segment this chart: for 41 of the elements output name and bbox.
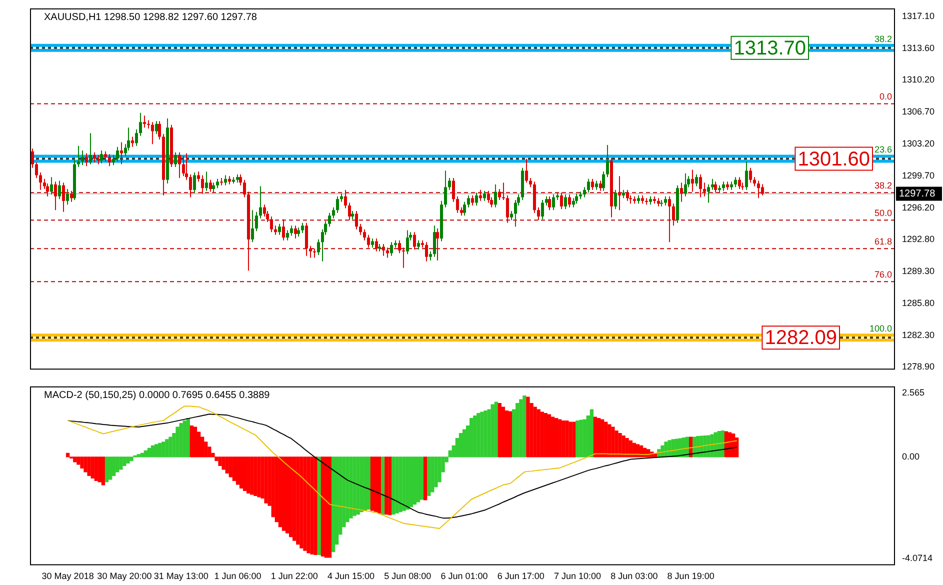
x-tick-label: 8 Jun 19:00 [667, 571, 714, 582]
ref-line-label: 1297.78 [899, 188, 936, 200]
annotation: 50.0 [874, 208, 892, 218]
x-tick-label: 7 Jun 10:00 [554, 571, 602, 582]
y-tick-label: 1289.30 [902, 266, 935, 276]
y-tick-label: 1299.70 [902, 170, 935, 181]
y-tick-label: 1313.60 [902, 43, 935, 54]
annotation: 61.8 [874, 236, 892, 247]
x-tick-label: 4 Jun 15:00 [327, 571, 375, 582]
y-tick-label: 1317.10 [902, 11, 935, 22]
y-tick-label: 1282.30 [902, 330, 935, 340]
x-tick-label: 31 May 13:00 [154, 571, 208, 582]
annotation: 1313.70 [734, 37, 806, 60]
annotation: 1282.09 [764, 327, 837, 350]
x-tick-label: 5 Jun 08:00 [384, 571, 432, 582]
annotation: 1301.60 [798, 148, 870, 170]
x-tick-label: 1 Jun 06:00 [214, 571, 262, 582]
y-tick-label: 1292.80 [902, 234, 935, 244]
chart-title: MACD-2 (50,150,25) 0.0000 0.7695 0.6455 0.3889 [44, 390, 270, 402]
y-tick-label: 1285.80 [902, 298, 935, 308]
y-tick-label: -4.0714 [902, 552, 933, 563]
annotation: 23.6 [874, 144, 892, 155]
annotation: 38.2 [874, 180, 892, 191]
x-tick-label: 30 May 2018 [42, 571, 94, 582]
x-tick-label: 1 Jun 22:00 [270, 571, 318, 582]
y-tick-label: 1306.70 [902, 106, 935, 116]
annotation: 0.0 [879, 92, 892, 102]
x-tick-label: 6 Jun 17:00 [497, 571, 544, 582]
y-tick-label: 1296.20 [902, 202, 935, 213]
annotation: 76.0 [874, 270, 892, 280]
y-tick-label: 1303.20 [902, 138, 935, 149]
annotation: 100.0 [869, 324, 892, 334]
x-tick-label: 30 May 20:00 [97, 571, 152, 582]
y-tick-label: 0.00 [902, 451, 920, 462]
chart-title: XAUUSD,H1 1298.50 1298.82 1297.60 1297.78 [44, 12, 258, 24]
y-tick-label: 1278.90 [902, 361, 935, 372]
y-tick-label: 1310.20 [902, 74, 935, 84]
annotation: 38.2 [874, 34, 892, 44]
y-tick-label: 2.565 [902, 387, 925, 398]
x-tick-label: 8 Jun 03:00 [610, 571, 658, 582]
x-tick-label: 6 Jun 01:00 [440, 571, 488, 582]
